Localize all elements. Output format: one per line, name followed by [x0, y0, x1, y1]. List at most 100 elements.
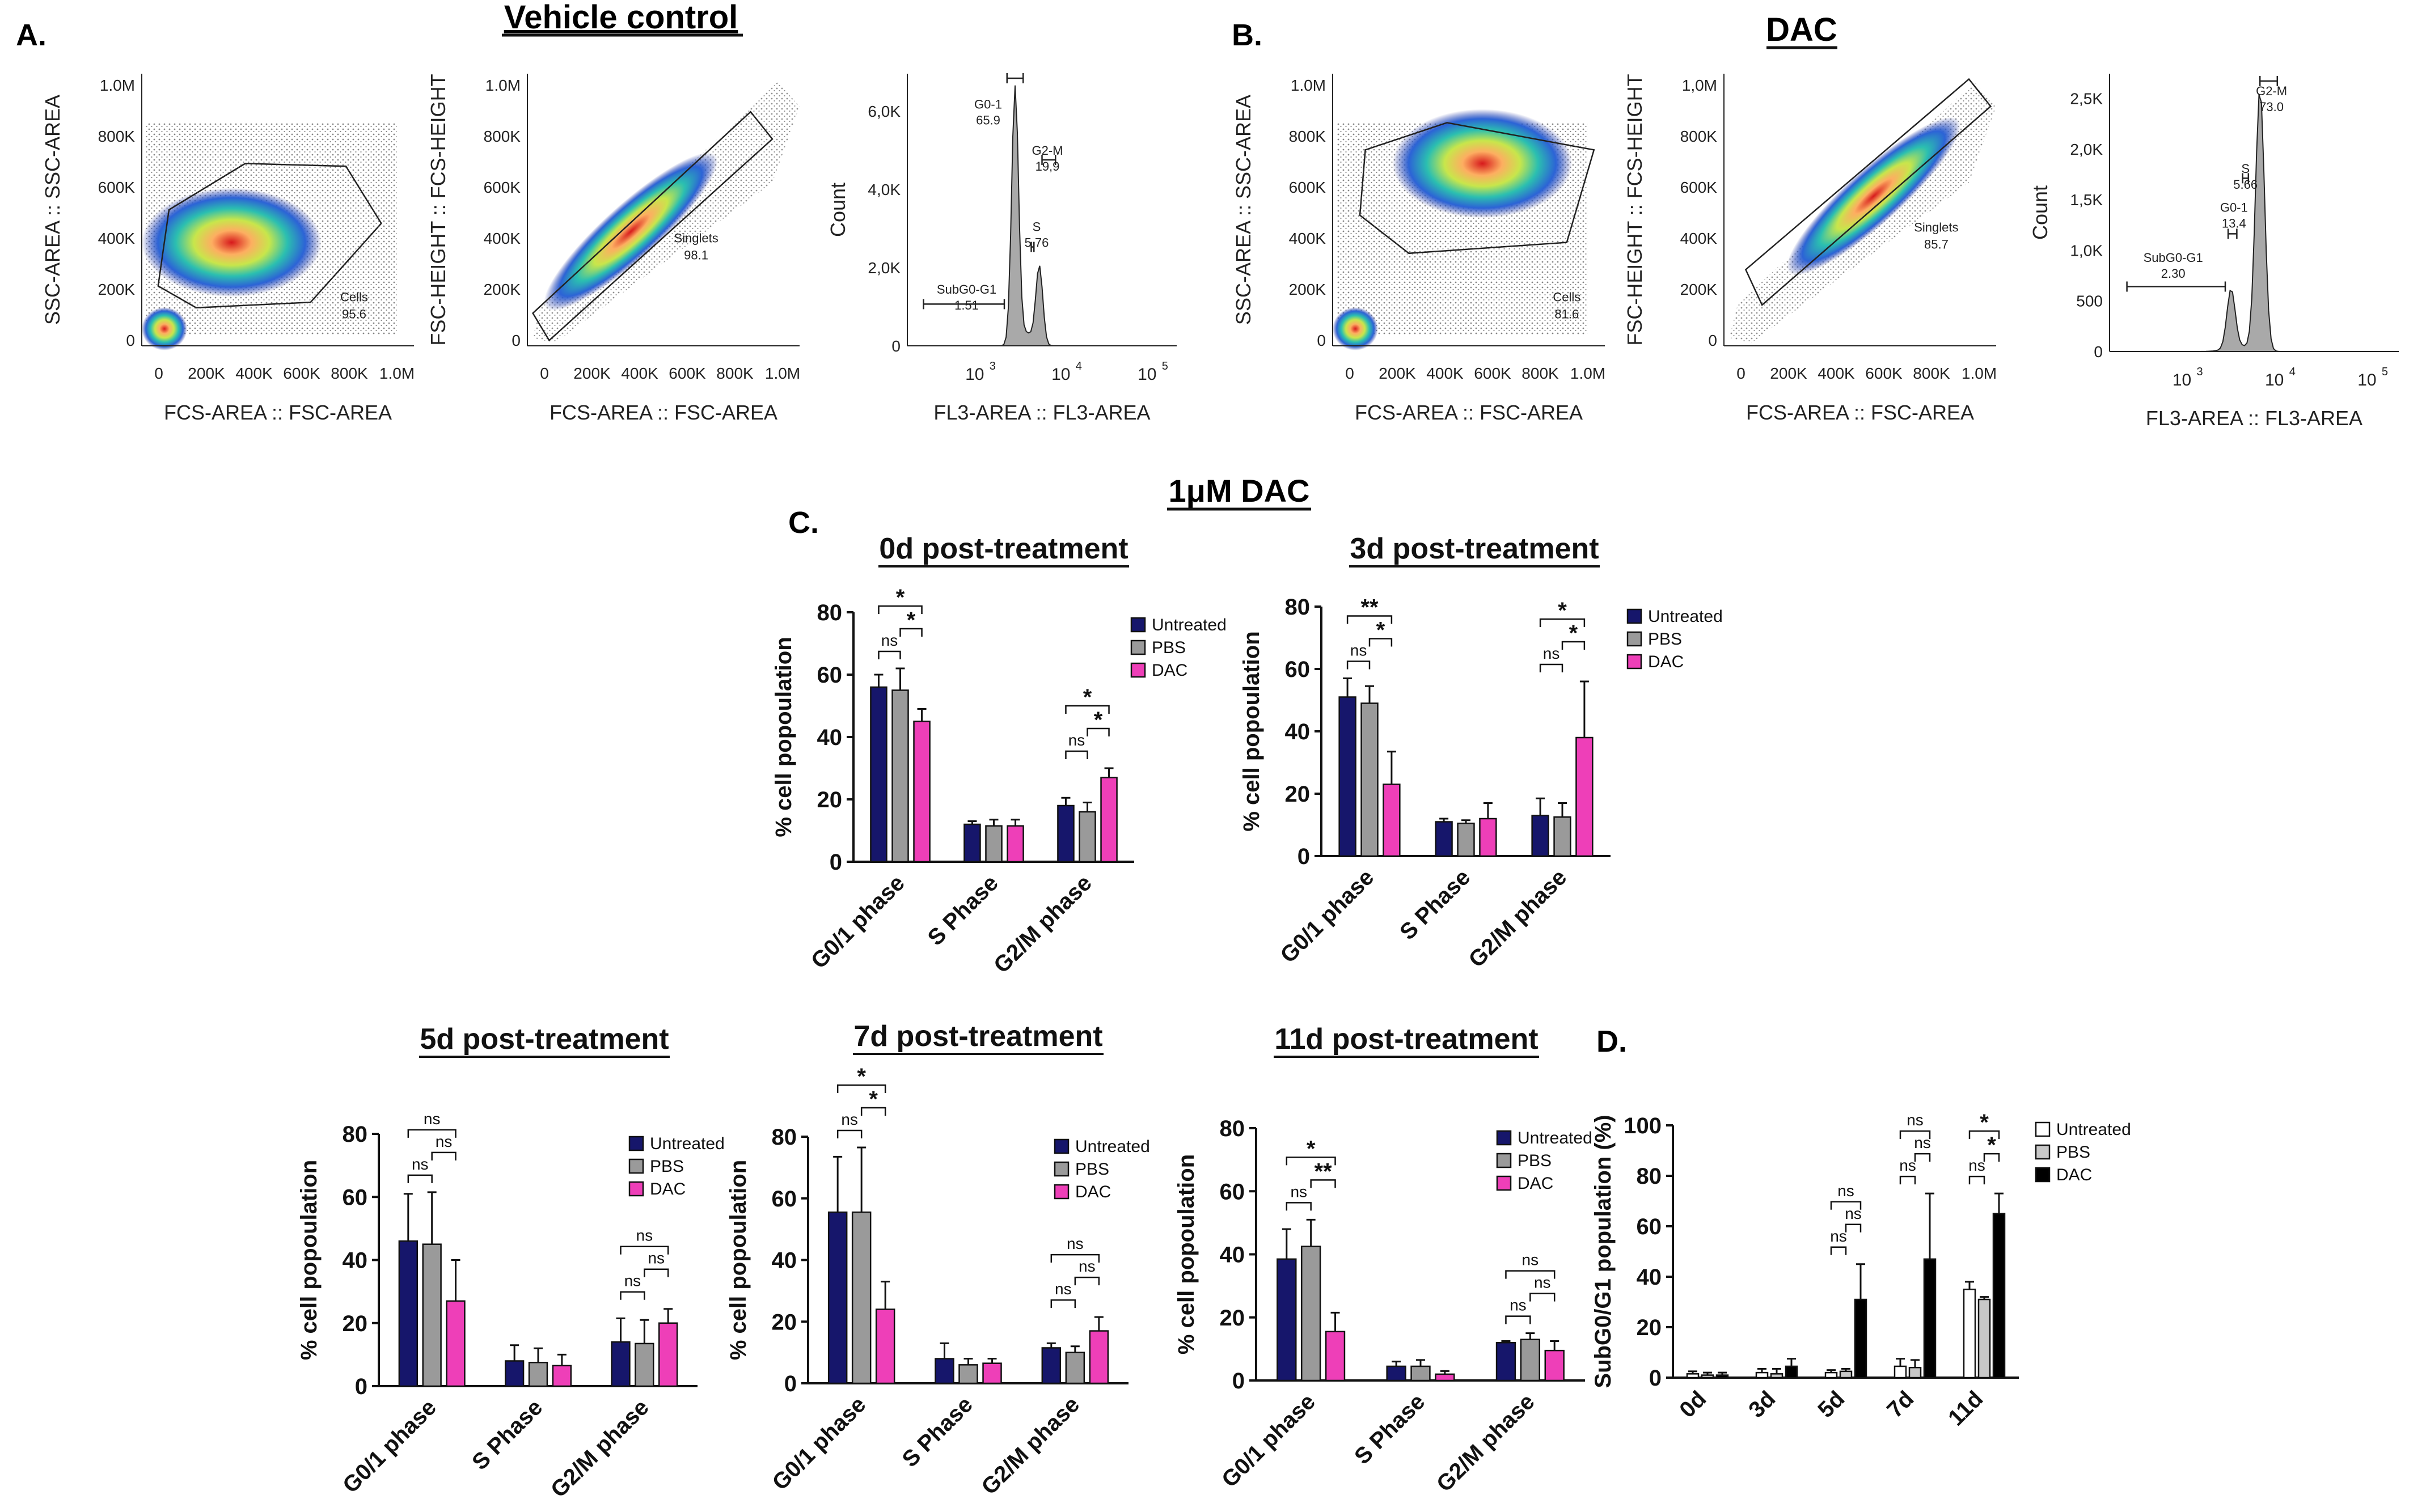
bar: [1100, 777, 1118, 863]
bar: [1479, 818, 1497, 857]
y-tick-label: 40: [1220, 1243, 1245, 1268]
x-tick-exponent: 3: [990, 360, 996, 372]
x-tick-label: 10: [2265, 371, 2284, 389]
legend-label: DAC: [1075, 1183, 1111, 1201]
significance-label: *: [1307, 1136, 1316, 1161]
bar: [1057, 804, 1075, 863]
y-tick-label: 1.0M: [485, 77, 521, 94]
y-tick-label: 800K: [1680, 128, 1718, 145]
category-label: 3d: [1744, 1386, 1780, 1422]
debris-cloud: [1333, 307, 1378, 350]
gate-name: G0-1: [2220, 201, 2248, 215]
significance-label: *: [907, 608, 916, 633]
bar: [1770, 1373, 1783, 1379]
y-tick-label: 0: [2094, 343, 2103, 361]
significance-label: ns: [1534, 1274, 1551, 1291]
bar: [985, 825, 1003, 863]
chart-title: 5d post-treatment: [420, 1023, 669, 1056]
x-tick-label: 400K: [621, 365, 658, 382]
bar: [422, 1243, 442, 1387]
x-tick-label: 0: [154, 365, 163, 382]
y-tick-label: 200K: [484, 281, 521, 298]
gate-value: 65.9: [976, 113, 1000, 128]
significance-bracket: [1529, 1293, 1556, 1302]
panel-label-d: D.: [1596, 1024, 1627, 1058]
flow-dac-scatter-fsc-ssc: 0 200K 400K 600K 800K 1.0M 0 200K 400K 600K 800K 1.…: [1232, 74, 1605, 424]
y-tick-label: 6,0K: [868, 103, 901, 120]
x-axis-label: FL3-AREA :: FL3-AREA: [2146, 406, 2362, 430]
bar: [1360, 702, 1379, 857]
bar: [1553, 816, 1571, 857]
significance-label: *: [1558, 598, 1567, 623]
bar-chart-subg0g1: 0 20 40 60 80 100 SubG0/G1 population (%) 0d 3d 5…: [1591, 1110, 2131, 1430]
y-axis-label: FSC-HEIGHT :: FCS-HEIGHT: [1623, 74, 1646, 345]
significance-label: ns: [624, 1272, 641, 1290]
significance-bracket: [1968, 1175, 1985, 1185]
gate-value: 98.1: [684, 248, 708, 262]
gate-name: G0-1: [974, 98, 1002, 112]
bar: [1277, 1258, 1297, 1382]
y-tick-label: 60: [1285, 657, 1311, 682]
significance-label: ns: [1522, 1251, 1539, 1269]
legend-label: PBS: [2056, 1143, 2090, 1162]
significance-label: ns: [1830, 1227, 1847, 1245]
y-tick-label: 80: [772, 1125, 797, 1150]
bar: [1338, 696, 1356, 857]
gate-value: 13.4: [2222, 217, 2246, 231]
y-tick-label: 80: [1220, 1116, 1245, 1141]
significance-label: ns: [1055, 1280, 1072, 1298]
significance-bracket: [1065, 705, 1110, 714]
y-tick-label: 60: [1637, 1214, 1662, 1239]
debris-cloud: [142, 307, 187, 350]
y-tick-label: 80: [817, 600, 843, 625]
chart-title: 0d post-treatment: [879, 532, 1128, 565]
category-label: 7d: [1882, 1386, 1918, 1422]
gate-value: 73.0: [2259, 100, 2284, 114]
x-tick-label: 10: [2357, 371, 2376, 389]
legend-label: Untreated: [1152, 616, 1227, 634]
significance-label: *: [1987, 1133, 1996, 1158]
bar: [552, 1365, 572, 1387]
bar-chart-0d: 0d post-treatment 0 20 40 60 80 % cell popoula…: [771, 532, 1227, 978]
y-axis-label: SSC-AREA :: SSC-AREA: [41, 95, 64, 325]
x-tick-label: 800K: [1521, 365, 1559, 382]
histogram-curve: [2110, 94, 2399, 352]
significance-label: ns: [424, 1110, 441, 1128]
bar: [1575, 736, 1594, 857]
legend-swatch: [2035, 1167, 2051, 1183]
cells-gate: [1359, 122, 1595, 255]
y-axis-label: SSC-AREA :: SSC-AREA: [1232, 95, 1255, 325]
y-tick-label: 1,5K: [2070, 191, 2103, 209]
significance-bracket: [1830, 1201, 1862, 1210]
y-tick-label: 500: [2076, 293, 2103, 310]
gate-value: 1.51: [954, 298, 979, 312]
x-tick-label: 400K: [235, 365, 273, 382]
cells-gate: [157, 163, 382, 309]
x-tick-exponent: 4: [2289, 366, 2296, 378]
x-axis-label: FL3-AREA :: FL3-AREA: [933, 401, 1150, 424]
significance-bracket: [1310, 1179, 1336, 1188]
significance-bracket: [1087, 727, 1110, 736]
legend-swatch: [1626, 631, 1642, 647]
y-tick-label: 60: [772, 1187, 797, 1212]
x-tick-label: 1.0M: [1570, 365, 1605, 382]
y-tick-label: 20: [772, 1310, 797, 1335]
y-tick-label: 200K: [1680, 281, 1718, 298]
legend-swatch: [1130, 639, 1146, 655]
bar: [913, 721, 931, 863]
y-tick-label: 0: [830, 850, 842, 875]
y-tick-label: 800K: [98, 128, 136, 145]
legend-swatch: [1626, 654, 1642, 670]
category-label: G0/1 phase: [1275, 865, 1379, 968]
y-tick-label: 20: [1285, 782, 1311, 807]
significance-label: ns: [436, 1133, 453, 1150]
legend-label: PBS: [1518, 1151, 1552, 1170]
category-label: G0/1 phase: [806, 870, 910, 973]
significance-label: ns: [1510, 1297, 1527, 1314]
significance-bracket: [878, 605, 923, 614]
x-tick-label: 200K: [188, 365, 225, 382]
category-label: 0d: [1675, 1386, 1711, 1422]
y-axis-label: % cell popoulation: [1239, 631, 1264, 831]
density-cloud: [142, 188, 322, 297]
y-tick-label: 60: [1220, 1179, 1245, 1204]
